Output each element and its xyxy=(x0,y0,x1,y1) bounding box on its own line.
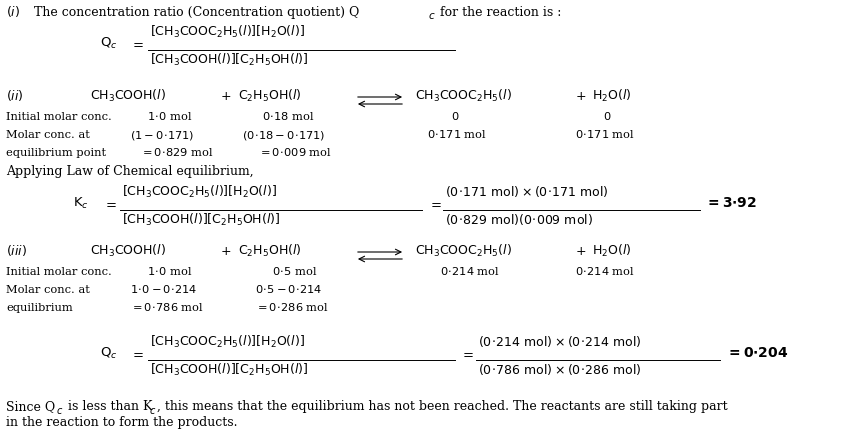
Text: $(ii)$: $(ii)$ xyxy=(6,88,24,103)
Text: $= 0\!\cdot\!009$ mol: $= 0\!\cdot\!009$ mol xyxy=(258,146,332,158)
Text: $(0\!\cdot\!829\ \mathrm{mol})(0\!\cdot\!009\ \mathrm{mol})$: $(0\!\cdot\!829\ \mathrm{mol})(0\!\cdot\… xyxy=(445,212,593,227)
Text: $c$: $c$ xyxy=(149,406,156,416)
Text: $+$: $+$ xyxy=(575,245,586,258)
Text: $1\!\cdot\!0$ mol: $1\!\cdot\!0$ mol xyxy=(147,110,192,122)
Text: in the reaction to form the products.: in the reaction to form the products. xyxy=(6,416,237,429)
Text: $\mathrm{K}_c$: $\mathrm{K}_c$ xyxy=(73,196,89,211)
Text: $\mathrm{CH_3COOC_2H_5(}l\mathrm{)}$: $\mathrm{CH_3COOC_2H_5(}l\mathrm{)}$ xyxy=(415,88,512,104)
Text: $\mathrm{C_2H_5OH(}l\mathrm{)}$: $\mathrm{C_2H_5OH(}l\mathrm{)}$ xyxy=(238,243,302,259)
Text: $\mathrm{CH_3COOC_2H_5(}l\mathrm{)}$: $\mathrm{CH_3COOC_2H_5(}l\mathrm{)}$ xyxy=(415,243,512,259)
Text: Since Q: Since Q xyxy=(6,400,55,413)
Text: $\mathrm{H_2O(}l\mathrm{)}$: $\mathrm{H_2O(}l\mathrm{)}$ xyxy=(592,243,632,259)
Text: The concentration ratio (Concentration quotient) Q: The concentration ratio (Concentration q… xyxy=(34,6,359,19)
Text: $0\!\cdot\!171$ mol: $0\!\cdot\!171$ mol xyxy=(427,128,487,140)
Text: $\mathrm{[CH_3COOH(}l\mathrm{)][C_2H_5OH(}l\mathrm{)]}$: $\mathrm{[CH_3COOH(}l\mathrm{)][C_2H_5OH… xyxy=(150,362,308,378)
Text: is less than K: is less than K xyxy=(64,400,152,413)
Text: Initial molar conc.: Initial molar conc. xyxy=(6,112,112,122)
Text: $\mathrm{[CH_3COOC_2H_5(}l\mathrm{)][H_2O(}l\mathrm{)]}$: $\mathrm{[CH_3COOC_2H_5(}l\mathrm{)][H_2… xyxy=(150,24,305,40)
Text: $(1 - 0\!\cdot\!171)$: $(1 - 0\!\cdot\!171)$ xyxy=(130,128,195,142)
Text: $1\!\cdot\!0$ mol: $1\!\cdot\!0$ mol xyxy=(147,265,192,277)
Text: $c$: $c$ xyxy=(56,406,64,416)
Text: $0\!\cdot\!18$ mol: $0\!\cdot\!18$ mol xyxy=(262,110,314,122)
Text: $\mathrm{CH_3COOH(}l\mathrm{)}$: $\mathrm{CH_3COOH(}l\mathrm{)}$ xyxy=(90,88,166,104)
Text: $\mathbf{=3{\cdot}92}$: $\mathbf{=3{\cdot}92}$ xyxy=(705,196,757,210)
Text: $0\!\cdot\!5$ mol: $0\!\cdot\!5$ mol xyxy=(272,265,318,277)
Text: $1\!\cdot\!0 - 0\!\cdot\!214$: $1\!\cdot\!0 - 0\!\cdot\!214$ xyxy=(130,283,197,295)
Text: $0\!\cdot\!214$ mol: $0\!\cdot\!214$ mol xyxy=(440,265,500,277)
Text: $(0\!\cdot\!786\ \mathrm{mol})\times(0\!\cdot\!286\ \mathrm{mol})$: $(0\!\cdot\!786\ \mathrm{mol})\times(0\!… xyxy=(478,362,642,377)
Text: $\mathrm{Q}_c$: $\mathrm{Q}_c$ xyxy=(100,346,118,361)
Text: Molar conc. at: Molar conc. at xyxy=(6,285,90,295)
Text: $= 0\!\cdot\!786$ mol: $= 0\!\cdot\!786$ mol xyxy=(130,301,204,313)
Text: $=$: $=$ xyxy=(130,347,144,360)
Text: $\mathrm{H_2O(}l\mathrm{)}$: $\mathrm{H_2O(}l\mathrm{)}$ xyxy=(592,88,632,104)
Text: $=$: $=$ xyxy=(460,347,474,360)
Text: $(0\!\cdot\!171\ \mathrm{mol})\times(0\!\cdot\!171\ \mathrm{mol})$: $(0\!\cdot\!171\ \mathrm{mol})\times(0\!… xyxy=(445,184,609,199)
Text: $+$: $+$ xyxy=(220,90,231,103)
Text: Applying Law of Chemical equilibrium,: Applying Law of Chemical equilibrium, xyxy=(6,165,253,178)
Text: $= 0\!\cdot\!829$ mol: $= 0\!\cdot\!829$ mol xyxy=(140,146,213,158)
Text: $=$: $=$ xyxy=(130,37,144,50)
Text: equilibrium point: equilibrium point xyxy=(6,148,106,158)
Text: $\mathrm{[CH_3COOH(}l\mathrm{)][C_2H_5OH(}l\mathrm{)]}$: $\mathrm{[CH_3COOH(}l\mathrm{)][C_2H_5OH… xyxy=(150,52,308,68)
Text: $= 0\!\cdot\!286$ mol: $= 0\!\cdot\!286$ mol xyxy=(255,301,329,313)
Text: $(0\!\cdot\!214\ \mathrm{mol})\times(0\!\cdot\!214\ \mathrm{mol})$: $(0\!\cdot\!214\ \mathrm{mol})\times(0\!… xyxy=(478,334,642,349)
Text: $0$: $0$ xyxy=(451,110,459,122)
Text: $\mathrm{[CH_3COOC_2H_5(}l\mathrm{)][H_2O(}l\mathrm{)]}$: $\mathrm{[CH_3COOC_2H_5(}l\mathrm{)][H_2… xyxy=(122,184,277,200)
Text: $0\!\cdot\!214$ mol: $0\!\cdot\!214$ mol xyxy=(575,265,634,277)
Text: $\mathrm{[CH_3COOC_2H_5(}l\mathrm{)][H_2O(}l\mathrm{)]}$: $\mathrm{[CH_3COOC_2H_5(}l\mathrm{)][H_2… xyxy=(150,334,305,350)
Text: $c$: $c$ xyxy=(428,11,435,21)
Text: equilibrium: equilibrium xyxy=(6,303,73,313)
Text: $(i)$: $(i)$ xyxy=(6,4,20,19)
Text: $\mathbf{= 0{\cdot}204}$: $\mathbf{= 0{\cdot}204}$ xyxy=(726,346,789,360)
Text: $0\!\cdot\!171$ mol: $0\!\cdot\!171$ mol xyxy=(575,128,634,140)
Text: $\mathrm{CH_3COOH(}l\mathrm{)}$: $\mathrm{CH_3COOH(}l\mathrm{)}$ xyxy=(90,243,166,259)
Text: $\mathrm{C_2H_5OH(}l\mathrm{)}$: $\mathrm{C_2H_5OH(}l\mathrm{)}$ xyxy=(238,88,302,104)
Text: for the reaction is :: for the reaction is : xyxy=(436,6,562,19)
Text: $0\!\cdot\!5 - 0\!\cdot\!214$: $0\!\cdot\!5 - 0\!\cdot\!214$ xyxy=(255,283,323,295)
Text: , this means that the equilibrium has not been reached. The reactants are still : , this means that the equilibrium has no… xyxy=(157,400,728,413)
Text: $(0\!\cdot\!18 - 0\!\cdot\!171)$: $(0\!\cdot\!18 - 0\!\cdot\!171)$ xyxy=(242,128,325,142)
Text: $(iii)$: $(iii)$ xyxy=(6,243,27,258)
Text: $0$: $0$ xyxy=(603,110,612,122)
Text: $+$: $+$ xyxy=(575,90,586,103)
Text: $=$: $=$ xyxy=(103,197,117,210)
Text: Initial molar conc.: Initial molar conc. xyxy=(6,267,112,277)
Text: $+$: $+$ xyxy=(220,245,231,258)
Text: $=$: $=$ xyxy=(428,197,442,210)
Text: $\mathrm{Q}_c$: $\mathrm{Q}_c$ xyxy=(100,36,118,51)
Text: $\mathrm{[CH_3COOH(}l\mathrm{)][C_2H_5OH(}l\mathrm{)]}$: $\mathrm{[CH_3COOH(}l\mathrm{)][C_2H_5OH… xyxy=(122,212,280,228)
Text: Molar conc. at: Molar conc. at xyxy=(6,130,90,140)
